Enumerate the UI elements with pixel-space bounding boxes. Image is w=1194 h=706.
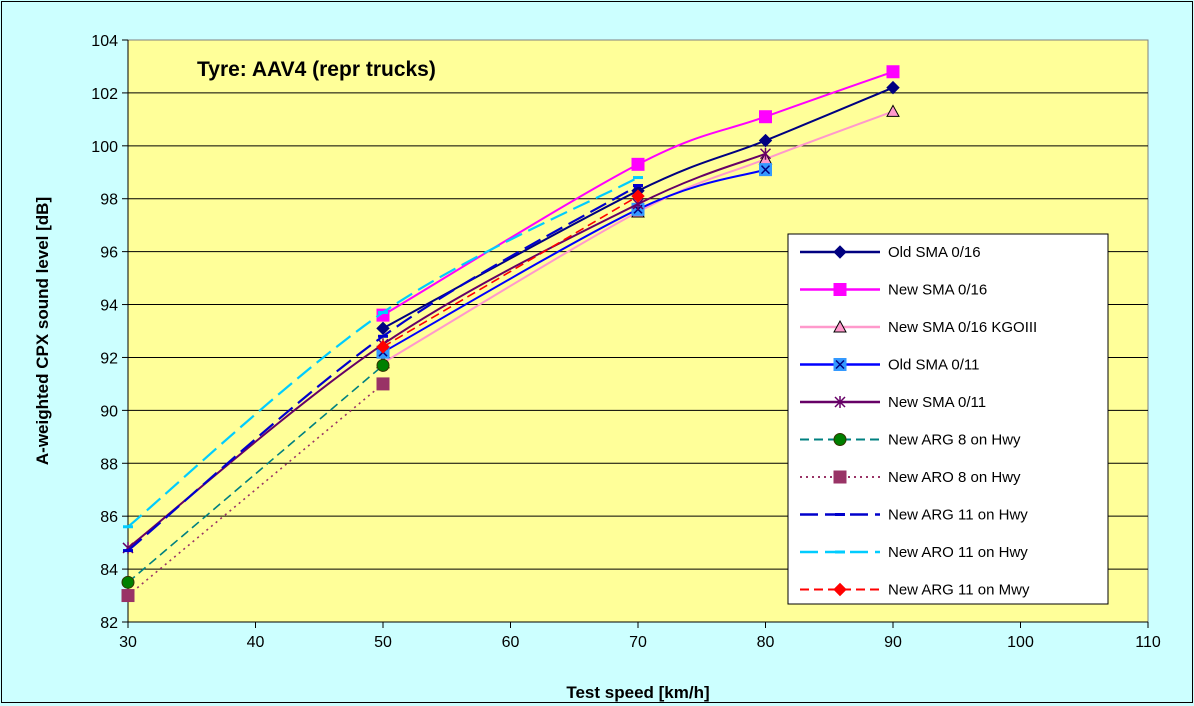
legend-item: New ARG 8 on Hwy xyxy=(800,432,1021,449)
data-point xyxy=(759,147,772,160)
legend-item: New ARG 11 on Mwy xyxy=(800,582,1030,599)
legend-item: New SMA 0/16 KGOIII xyxy=(800,319,1037,336)
series-4 xyxy=(122,147,772,554)
legend-label: New ARO 8 on Hwy xyxy=(888,469,1021,486)
data-point xyxy=(376,377,390,391)
series-5 xyxy=(121,358,390,589)
legend-item: New ARO 8 on Hwy xyxy=(800,469,1021,486)
x-tick-label: 50 xyxy=(374,634,392,651)
series-line xyxy=(127,383,384,597)
x-tick-label: 60 xyxy=(502,634,520,651)
legend-marker xyxy=(833,470,847,484)
legend-item: Old SMA 0/16 xyxy=(800,244,981,261)
series-group xyxy=(121,65,900,603)
data-point xyxy=(886,65,900,79)
data-point xyxy=(376,321,390,336)
legend-item: New ARG 11 on Hwy xyxy=(800,507,1028,524)
x-tick-label: 100 xyxy=(1007,634,1034,651)
x-tick-label: 70 xyxy=(629,634,647,651)
tyre-annotation: Tyre: AAV4 (repr trucks) xyxy=(197,58,436,81)
y-tick-label: 98 xyxy=(100,192,118,209)
legend-label: Old SMA 0/11 xyxy=(888,357,979,374)
data-point xyxy=(376,358,390,372)
marker-cross xyxy=(835,359,845,370)
axes: 82 84 86 88 90 92 94 96 98 100 102 104 30 40 50 60 70 80 9… xyxy=(91,33,1161,651)
data-point xyxy=(886,80,900,95)
y-axis-title: A-weighted CPX sound level [dB] xyxy=(33,197,52,465)
y-tick-label: 90 xyxy=(100,403,118,420)
legend-label: Old SMA 0/16 xyxy=(888,244,981,261)
data-point xyxy=(121,589,135,603)
data-point xyxy=(759,110,772,124)
data-point xyxy=(631,189,645,203)
legend-item: New ARO 11 on Hwy xyxy=(800,544,1028,561)
legend-marker xyxy=(833,245,847,259)
series-8 xyxy=(123,176,643,529)
y-tick-label: 88 xyxy=(100,456,118,473)
y-tick-label: 104 xyxy=(91,33,118,50)
x-tick-label: 80 xyxy=(757,634,775,651)
legend: Old SMA 0/16 New SMA 0/16 New SMA 0/16 KGO… xyxy=(787,233,1109,605)
legend-label: New SMA 0/11 xyxy=(888,394,986,411)
series-line xyxy=(127,152,766,549)
legend-marker xyxy=(833,319,847,333)
legend-item: New SMA 0/11 xyxy=(800,394,986,411)
legend-item: Old SMA 0/11 xyxy=(800,357,979,374)
legend-label: New ARO 11 on Hwy xyxy=(888,544,1028,561)
x-tick-label: 40 xyxy=(247,634,265,651)
x-axis-title: Test speed [km/h] xyxy=(566,683,709,702)
data-point xyxy=(886,104,900,117)
data-point xyxy=(631,157,645,171)
data-point xyxy=(759,163,772,177)
legend-label: New SMA 0/16 xyxy=(888,282,987,299)
series-6 xyxy=(121,377,390,603)
y-tick-label: 96 xyxy=(100,245,118,262)
legend-item: New SMA 0/16 xyxy=(800,282,987,299)
legend-marker xyxy=(833,433,847,446)
series-1 xyxy=(376,65,900,322)
series-line xyxy=(382,195,639,348)
data-point xyxy=(376,340,390,354)
y-tick-label: 86 xyxy=(100,509,118,526)
x-tick-label: 30 xyxy=(119,634,137,651)
legend-marker xyxy=(833,283,847,296)
y-tick-label: 94 xyxy=(100,298,118,315)
legend-label: New SMA 0/16 KGOIII xyxy=(888,319,1037,336)
x-tick-label: 110 xyxy=(1135,634,1161,651)
data-point xyxy=(758,133,773,148)
series-9 xyxy=(376,189,645,354)
legend-marker xyxy=(833,358,847,371)
y-tick-label: 100 xyxy=(91,139,118,156)
series-7 xyxy=(123,184,643,553)
y-tick-label: 84 xyxy=(100,562,118,579)
data-point xyxy=(121,575,135,589)
y-tick-label: 102 xyxy=(91,86,118,103)
legend-label: New ARG 8 on Hwy xyxy=(888,432,1021,449)
y-tick-label: 92 xyxy=(100,350,118,367)
series-line xyxy=(382,70,894,316)
legend-label: New ARG 11 on Mwy xyxy=(888,582,1030,599)
y-tick-label: 82 xyxy=(100,615,118,632)
marker-cross xyxy=(760,165,771,175)
legend-marker xyxy=(833,582,847,597)
legend-label: New ARG 11 on Hwy xyxy=(888,507,1028,524)
series-line xyxy=(382,168,766,354)
legend-marker xyxy=(834,396,846,408)
x-tick-label: 90 xyxy=(884,634,902,651)
